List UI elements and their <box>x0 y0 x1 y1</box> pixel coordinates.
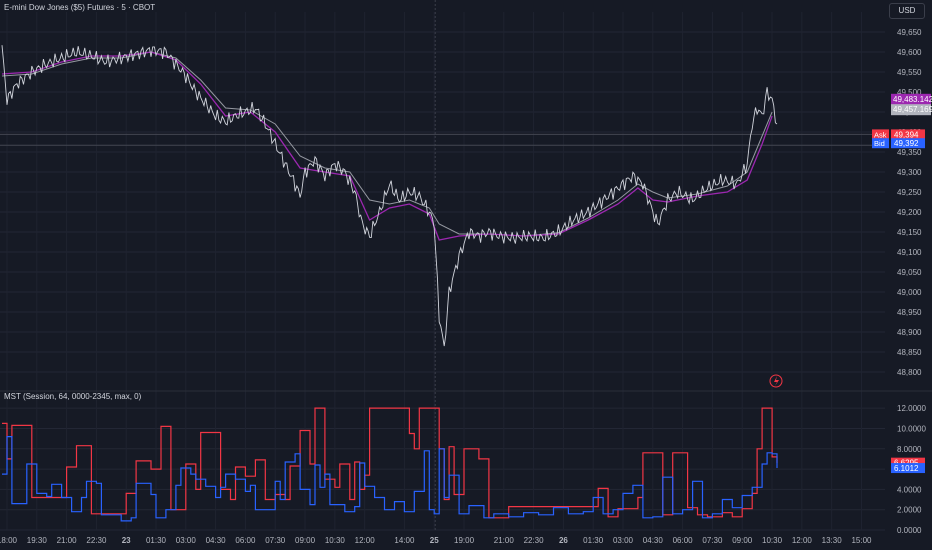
lightning-icon <box>774 376 779 386</box>
mst-tag-value: 6.1012 <box>894 464 919 473</box>
price-tag-box <box>891 138 925 149</box>
price-tick-label: 49,250 <box>897 188 922 197</box>
time-tick-label: 26 <box>559 536 568 545</box>
price-tick-label: 48,800 <box>897 368 922 377</box>
time-tick-label: 04:30 <box>206 536 227 545</box>
indicator-title[interactable]: MST (Session, 64, 0000-2345, max, 0) <box>4 392 142 401</box>
time-tick-label: 06:00 <box>235 536 256 545</box>
price-tick-label: 49,050 <box>897 268 922 277</box>
time-tick-label: 22:30 <box>86 536 107 545</box>
price-tick-label: 49,150 <box>897 228 922 237</box>
price-tick-label: 49,500 <box>897 88 922 97</box>
mst-tick-label: 10.0000 <box>897 424 926 433</box>
price-tag-box <box>872 129 889 140</box>
price-tick-label: 48,950 <box>897 308 922 317</box>
price-tick-label: 49,200 <box>897 208 922 217</box>
time-tick-label: 12:00 <box>792 536 813 545</box>
mst-series-blue <box>2 436 778 522</box>
symbol-title[interactable]: E-mini Dow Jones ($5) Futures · 5 · CBOT <box>4 3 156 12</box>
time-tick-label: 13:30 <box>822 536 843 545</box>
time-tick-label: 21:00 <box>494 536 515 545</box>
time-tick-label: 07:30 <box>265 536 286 545</box>
time-tick-label: 10:30 <box>762 536 783 545</box>
price-tag-value: 49,457.1698 <box>893 105 932 114</box>
time-tick-label: 10:30 <box>325 536 346 545</box>
time-tick-label: 01:30 <box>583 536 604 545</box>
price-tag-value: 49,394 <box>894 130 919 139</box>
price-tick-label: 49,300 <box>897 168 922 177</box>
mst-tick-label: 2.0000 <box>897 506 922 515</box>
time-tick-label: 23 <box>122 536 131 545</box>
mst-tag-box <box>891 457 925 468</box>
time-tick-label: 22:30 <box>524 536 545 545</box>
mst-tick-label: 8.0000 <box>897 445 922 454</box>
time-tick-label: 18:00 <box>0 536 18 545</box>
lightning-icon <box>769 374 783 388</box>
price-tag-value: 49,483.1420 <box>893 95 932 104</box>
time-tick-label: 15:00 <box>851 536 872 545</box>
time-tick-label: 25 <box>430 536 439 545</box>
time-tick-label: 07:30 <box>702 536 723 545</box>
price-tick-label: 49,650 <box>897 28 922 37</box>
time-tick-label: 19:30 <box>27 536 48 545</box>
price-tag-label: Bid <box>874 139 885 148</box>
price-tag-box <box>891 104 931 116</box>
time-tick-label: 09:00 <box>295 536 316 545</box>
time-tick-label: 21:00 <box>57 536 78 545</box>
time-tick-label: 06:00 <box>673 536 694 545</box>
price-tick-label: 49,550 <box>897 68 922 77</box>
price-tick-label: 48,900 <box>897 328 922 337</box>
mst-tick-label: 4.0000 <box>897 485 922 494</box>
price-tag-box <box>891 93 931 105</box>
price-tick-label: 49,600 <box>897 48 922 57</box>
mst-tick-label: 12.0000 <box>897 404 926 413</box>
price-tag-value: 49,392 <box>894 139 919 148</box>
time-tick-label: 09:00 <box>732 536 753 545</box>
price-tick-label: 48,850 <box>897 348 922 357</box>
ma-purple-line <box>1 51 773 241</box>
currency-button[interactable]: USD <box>889 3 925 19</box>
mst-tick-label: 0.0000 <box>897 526 922 535</box>
time-tick-label: 14:00 <box>394 536 415 545</box>
price-tick-label: 49,000 <box>897 288 922 297</box>
time-tick-label: 01:30 <box>146 536 167 545</box>
mst-tag-box <box>891 463 925 474</box>
time-tick-label: 03:00 <box>176 536 197 545</box>
time-tick-label: 04:30 <box>643 536 664 545</box>
time-tick-label: 03:00 <box>613 536 634 545</box>
price-tag-label: Ask <box>874 130 887 139</box>
price-tag-box <box>891 129 925 140</box>
price-series <box>1 45 778 347</box>
time-tick-label: 12:00 <box>355 536 376 545</box>
price-tag-box <box>872 138 889 149</box>
time-tick-label: 19:00 <box>454 536 475 545</box>
price-tick-label: 49,100 <box>897 248 922 257</box>
price-tick-label: 49,350 <box>897 148 922 157</box>
